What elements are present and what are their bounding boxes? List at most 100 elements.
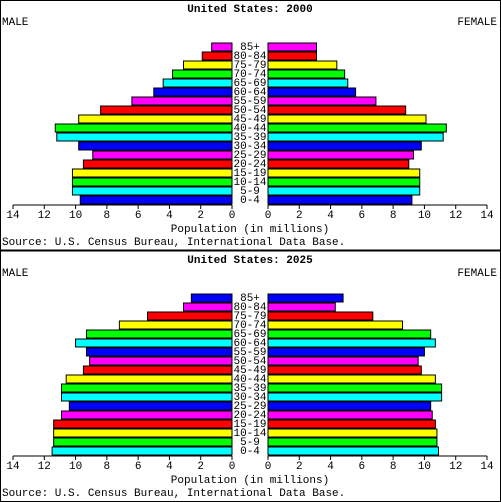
bar	[53, 437, 233, 447]
bar	[183, 60, 233, 70]
bar	[82, 159, 233, 169]
x-tick-label: 10	[418, 461, 431, 473]
x-tick-label: 0	[265, 210, 272, 222]
bar	[267, 42, 317, 52]
bar	[267, 186, 421, 196]
bar	[267, 446, 440, 456]
age-label: 10-14	[233, 177, 266, 189]
x-tick-label: 10	[69, 461, 82, 473]
bar	[53, 419, 233, 429]
age-label: 30-34	[233, 392, 266, 404]
bar	[153, 87, 233, 97]
bar	[53, 428, 233, 438]
bar	[267, 329, 432, 339]
bar	[78, 114, 233, 124]
age-label: 0-4	[240, 195, 260, 207]
age-label: 45-49	[233, 365, 266, 377]
bar	[267, 383, 443, 393]
x-tick-label: 2	[296, 461, 303, 473]
x-tick-label: 6	[359, 210, 366, 222]
x-tick-label: 8	[104, 461, 111, 473]
bar	[147, 311, 233, 321]
bar	[71, 186, 233, 196]
x-tick-label: 4	[327, 461, 334, 473]
x-tick-label: 14	[480, 210, 494, 222]
x-tick-label: 4	[327, 210, 334, 222]
bar	[267, 123, 447, 133]
bar	[267, 87, 357, 97]
x-tick-label: 12	[449, 461, 462, 473]
x-axis-label: Population (in millions)	[171, 475, 329, 487]
bar	[172, 69, 233, 79]
x-tick-label: 4	[166, 210, 173, 222]
x-tick-label: 8	[104, 210, 111, 222]
bar	[267, 338, 436, 348]
age-label: 55-59	[233, 347, 266, 359]
age-label: 5-9	[240, 186, 260, 198]
age-label: 0-4	[240, 446, 260, 458]
bar	[68, 401, 233, 411]
age-label: 20-24	[233, 159, 266, 171]
bar	[267, 374, 436, 384]
age-label: 5-9	[240, 437, 260, 449]
chart-title: United States: 2000	[187, 4, 312, 16]
bar	[267, 150, 414, 160]
bar	[267, 302, 336, 312]
age-label: 60-64	[233, 338, 266, 350]
bar	[267, 392, 443, 402]
bar	[71, 177, 233, 187]
bar	[78, 141, 233, 151]
x-tick-label: 6	[359, 461, 366, 473]
x-tick-label: 0	[229, 210, 236, 222]
bar	[267, 132, 444, 142]
bar	[190, 293, 233, 303]
age-label: 70-74	[233, 69, 266, 81]
bar	[162, 78, 233, 88]
bar	[118, 320, 233, 330]
legend-label: MALE	[2, 17, 29, 29]
bar	[267, 365, 422, 375]
bar	[267, 437, 438, 447]
age-label: 50-54	[233, 105, 266, 117]
age-label: 20-24	[233, 410, 266, 422]
bar	[86, 329, 233, 339]
bar	[211, 42, 233, 52]
x-tick-label: 2	[197, 210, 204, 222]
age-label: 35-39	[233, 132, 266, 144]
bar	[267, 114, 427, 124]
bar	[79, 195, 233, 205]
chart-title: United States: 2025	[187, 255, 313, 267]
age-label: 65-69	[233, 78, 266, 90]
age-label: 35-39	[233, 383, 266, 395]
x-tick-label: 8	[390, 461, 397, 473]
bar	[56, 132, 233, 142]
bar	[267, 177, 421, 187]
x-tick-label: 0	[265, 461, 272, 473]
bar	[267, 293, 344, 303]
x-tick-label: 4	[166, 461, 173, 473]
bar	[183, 302, 233, 312]
age-label: 55-59	[233, 96, 266, 108]
bar	[267, 105, 407, 115]
bar	[267, 401, 432, 411]
bar	[89, 356, 233, 366]
bar	[131, 96, 233, 106]
age-label: 45-49	[233, 114, 266, 126]
bar	[92, 150, 233, 160]
x-tick-label: 12	[38, 461, 51, 473]
bar	[267, 78, 349, 88]
age-label: 75-79	[233, 311, 266, 323]
bar	[267, 195, 413, 205]
bar	[60, 392, 233, 402]
x-tick-label: 14	[6, 461, 20, 473]
x-tick-label: 6	[135, 461, 142, 473]
bar	[267, 347, 425, 357]
x-tick-label: 6	[135, 210, 142, 222]
x-tick-label: 0	[229, 461, 236, 473]
bar	[267, 96, 377, 106]
x-tick-label: 14	[6, 210, 20, 222]
x-tick-label: 8	[390, 210, 397, 222]
x-tick-label: 12	[38, 210, 51, 222]
bar	[51, 446, 233, 456]
